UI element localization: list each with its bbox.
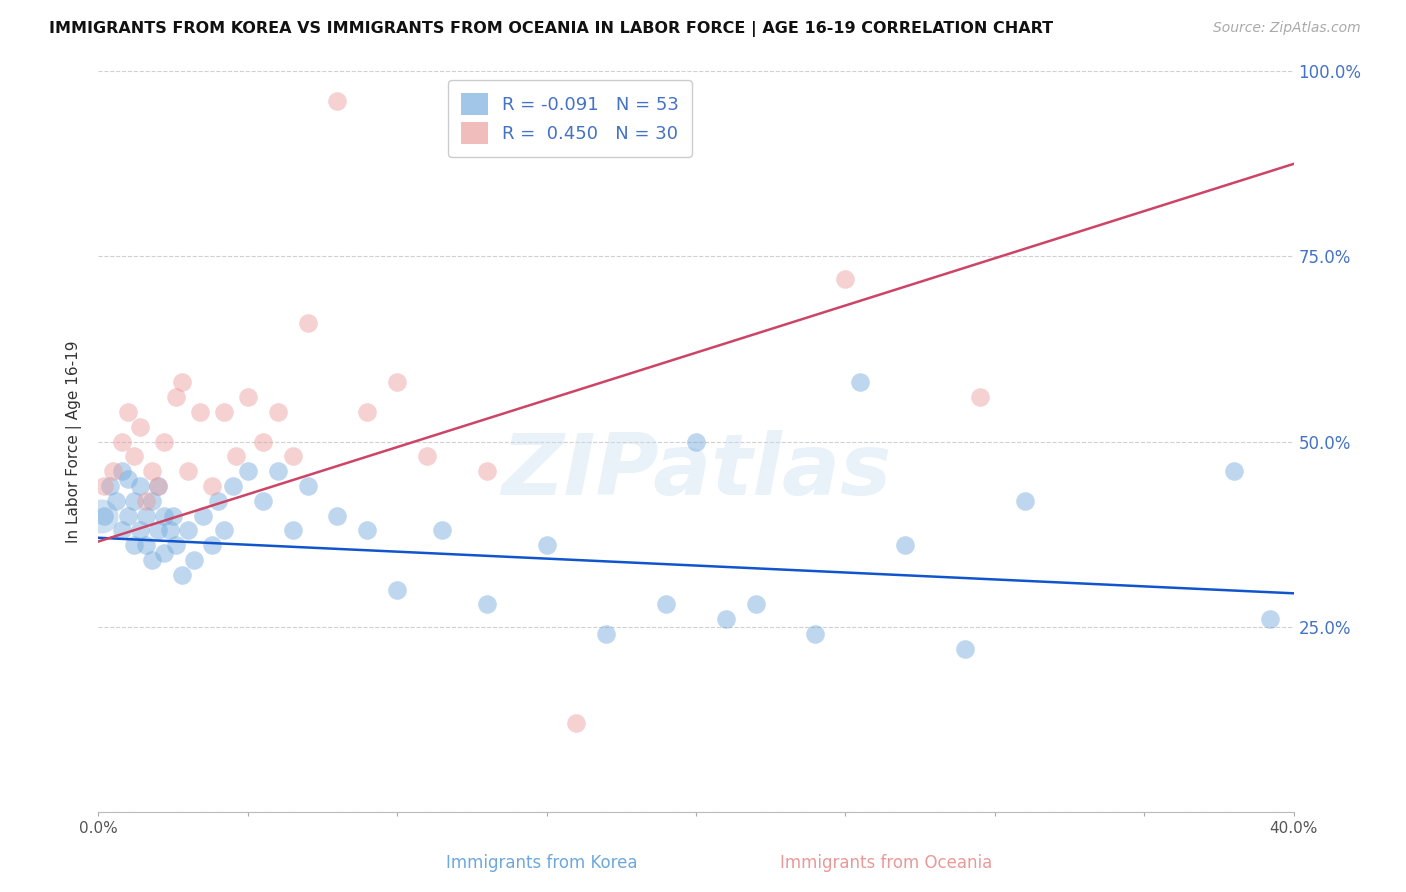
Point xyxy=(117,508,139,523)
Point xyxy=(135,493,157,508)
Point xyxy=(172,567,194,582)
Point xyxy=(475,598,498,612)
Point xyxy=(201,538,224,552)
Point xyxy=(953,641,976,656)
Point xyxy=(745,598,768,612)
Point xyxy=(124,493,146,508)
Point xyxy=(153,546,176,560)
Point xyxy=(326,94,349,108)
Point xyxy=(162,508,184,523)
Point xyxy=(475,464,498,478)
Point xyxy=(183,553,205,567)
Point xyxy=(135,508,157,523)
Point xyxy=(90,508,112,523)
Point xyxy=(93,508,115,523)
Point xyxy=(111,434,134,449)
Point xyxy=(326,508,349,523)
Point xyxy=(536,538,558,552)
Point xyxy=(849,376,872,390)
Point xyxy=(1223,464,1246,478)
Point xyxy=(141,464,163,478)
Point xyxy=(165,390,187,404)
Point xyxy=(177,524,200,538)
Point xyxy=(281,450,304,464)
Point xyxy=(297,316,319,330)
Point xyxy=(141,553,163,567)
Point xyxy=(93,479,115,493)
Text: IMMIGRANTS FROM KOREA VS IMMIGRANTS FROM OCEANIA IN LABOR FORCE | AGE 16-19 CORR: IMMIGRANTS FROM KOREA VS IMMIGRANTS FROM… xyxy=(49,21,1053,37)
Point xyxy=(105,493,128,508)
Point xyxy=(225,450,247,464)
Point xyxy=(111,464,134,478)
Point xyxy=(212,524,235,538)
Point xyxy=(124,538,146,552)
Point xyxy=(252,434,274,449)
Point xyxy=(252,493,274,508)
Point xyxy=(129,524,152,538)
Point xyxy=(222,479,245,493)
Point xyxy=(153,508,176,523)
Point xyxy=(135,538,157,552)
Point xyxy=(1014,493,1036,508)
Text: ZIPatlas: ZIPatlas xyxy=(501,430,891,513)
Point xyxy=(172,376,194,390)
Point xyxy=(356,405,378,419)
Text: Source: ZipAtlas.com: Source: ZipAtlas.com xyxy=(1213,21,1361,35)
Point xyxy=(416,450,439,464)
Point xyxy=(191,508,214,523)
Point xyxy=(595,627,617,641)
Y-axis label: In Labor Force | Age 16-19: In Labor Force | Age 16-19 xyxy=(66,340,83,543)
Point xyxy=(201,479,224,493)
Legend: R = -0.091   N = 53, R =  0.450   N = 30: R = -0.091 N = 53, R = 0.450 N = 30 xyxy=(449,80,692,157)
Point xyxy=(165,538,187,552)
Point xyxy=(103,464,125,478)
Point xyxy=(267,405,290,419)
Point xyxy=(236,390,259,404)
Point xyxy=(356,524,378,538)
Point xyxy=(655,598,678,612)
Point xyxy=(98,479,122,493)
Point xyxy=(159,524,181,538)
Point xyxy=(129,479,152,493)
Point xyxy=(297,479,319,493)
Point xyxy=(714,612,737,626)
Point xyxy=(804,627,827,641)
Point xyxy=(385,582,409,597)
Point xyxy=(834,271,856,285)
Point xyxy=(141,493,163,508)
Text: Immigrants from Oceania: Immigrants from Oceania xyxy=(780,855,991,872)
Point xyxy=(124,450,146,464)
Point xyxy=(129,419,152,434)
Point xyxy=(177,464,200,478)
Point xyxy=(281,524,304,538)
Point xyxy=(685,434,707,449)
Point xyxy=(1258,612,1281,626)
Point xyxy=(148,524,170,538)
Point xyxy=(565,715,588,730)
Point xyxy=(236,464,259,478)
Text: Immigrants from Korea: Immigrants from Korea xyxy=(446,855,637,872)
Point xyxy=(188,405,211,419)
Point xyxy=(117,405,139,419)
Point xyxy=(153,434,176,449)
Point xyxy=(117,471,139,485)
Point xyxy=(111,524,134,538)
Point xyxy=(385,376,409,390)
Point xyxy=(207,493,229,508)
Point xyxy=(267,464,290,478)
Point xyxy=(212,405,235,419)
Point xyxy=(148,479,170,493)
Point xyxy=(430,524,453,538)
Point xyxy=(969,390,991,404)
Point xyxy=(894,538,917,552)
Point xyxy=(148,479,170,493)
